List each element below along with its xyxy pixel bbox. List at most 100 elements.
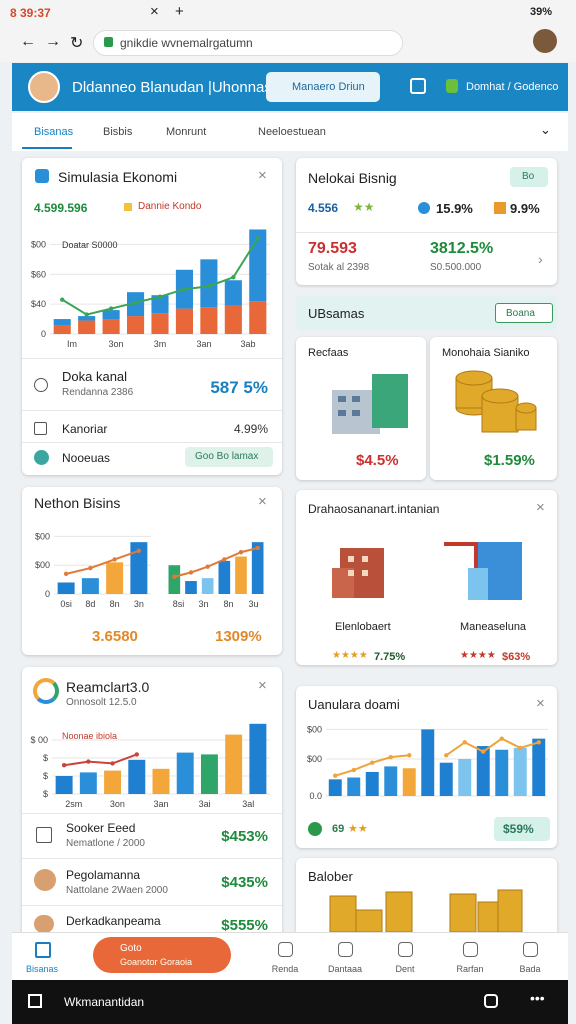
x-tick-label: 8n [223,599,233,609]
close[interactable]: × [536,499,545,516]
bar [102,310,120,320]
card-icon [33,678,59,704]
close-tab[interactable]: × [150,3,159,20]
row-value: $435% [221,874,268,891]
url-field[interactable] [93,30,403,56]
avatar [28,71,60,103]
bar [347,777,361,796]
nav-icon[interactable] [398,942,413,957]
x-tick-label: 8si [173,599,185,609]
header-button[interactable]: Manaero Driun [266,72,380,102]
x-tick-label: Im [67,339,77,349]
trend-point [110,761,115,766]
row-icon [34,450,49,465]
section-button[interactable]: Boana [495,303,553,323]
bar [200,307,218,334]
trend-point [182,287,187,292]
trend-point [84,312,89,317]
y-tick-label: 0.0 [309,791,322,800]
bar [495,749,509,796]
sys-icon[interactable] [28,994,42,1008]
bar [421,729,435,796]
chart: 8si 3n 8n 3u [168,542,264,609]
building-illustration [444,542,522,600]
reload[interactable]: ↻ [70,35,84,52]
metric: 3.6580 [92,628,138,645]
close[interactable]: × [536,695,545,712]
row-sub: Rendanna 2386 [62,387,134,398]
row-icon [34,378,48,392]
cta-button[interactable] [93,937,231,973]
system-nav [12,980,568,1024]
tab[interactable]: Bisbis [103,126,133,138]
metric: 1309% [215,628,262,645]
row-icon [308,822,322,836]
nav-label[interactable]: Bada [519,964,541,974]
header-icon[interactable] [410,78,426,94]
inner-legend: Doatar S0000 [62,240,118,250]
card-title: Nelokai Bisnig [308,170,397,186]
close[interactable]: × [258,493,267,510]
bar [224,305,242,334]
divider [22,858,282,859]
trend-point [133,300,138,305]
tile-value: $4.5% [356,452,399,469]
nav-label[interactable]: Bisanas [26,964,59,974]
sys-icon[interactable] [484,994,498,1008]
bar [130,542,148,594]
sys-menu[interactable]: ••• [530,990,545,1006]
profile[interactable] [533,29,557,53]
y-tick-label: $ 00 [30,735,48,745]
stat: 15.9% [436,201,473,216]
nav-icon[interactable] [338,942,353,957]
divider [22,905,282,906]
back[interactable]: ← [20,33,36,50]
nav-label[interactable]: Rarfan [456,964,484,974]
new-tab[interactable]: + [175,3,184,20]
cta-title[interactable]: Goto [120,943,142,954]
nav-label[interactable]: Dent [395,964,415,974]
chevron[interactable]: › [538,251,543,267]
nav-label[interactable]: Dantaaa [327,964,363,974]
nav-icon[interactable] [278,942,293,957]
home-icon[interactable] [35,942,51,958]
bar [79,772,97,794]
forward[interactable]: → [45,33,61,50]
divider [22,358,282,359]
y-tick-label: $00 [35,560,50,570]
bar [128,759,146,794]
close[interactable]: × [258,677,267,694]
trend-point [136,548,142,553]
bar [106,562,124,594]
tab[interactable]: Bisanas [34,126,74,138]
tab[interactable]: Monrunt [166,126,207,138]
chart: 0 $00 $00 0si 8d 8n 3n [35,531,151,609]
nav-label[interactable]: Renda [271,964,299,974]
cta-sub[interactable]: Goanotor Goraoia [120,957,193,967]
metric: 79.593 [308,240,357,257]
y-tick-label: $40 [31,299,46,309]
inner-legend: Noonae ibiola [62,731,118,741]
tab-chevron[interactable]: ⌄ [540,122,551,137]
y-tick-label: $00 [307,754,322,764]
close[interactable]: × [258,167,267,184]
trend-point [112,557,117,562]
trend-line [445,737,540,757]
row-label: Pegolamanna [66,868,141,882]
trend-point [388,754,393,760]
nav-icon[interactable] [523,942,538,957]
x-tick-label: 3an [196,339,211,349]
tab[interactable]: Neeloestuean [258,126,326,138]
trend-point [157,294,163,299]
battery: 39% [530,6,553,18]
row-icon [34,422,47,435]
card-pill[interactable]: Bo [510,167,548,187]
header-action[interactable]: Domhat / Godenco [466,81,559,93]
card-title: Drahaosananart.intanian [308,502,440,516]
tile-title: Recfaas [308,347,349,359]
nav-icon[interactable] [463,942,478,957]
row-pill[interactable]: Goo Bo lamax [185,447,273,467]
trend-point [370,760,375,765]
